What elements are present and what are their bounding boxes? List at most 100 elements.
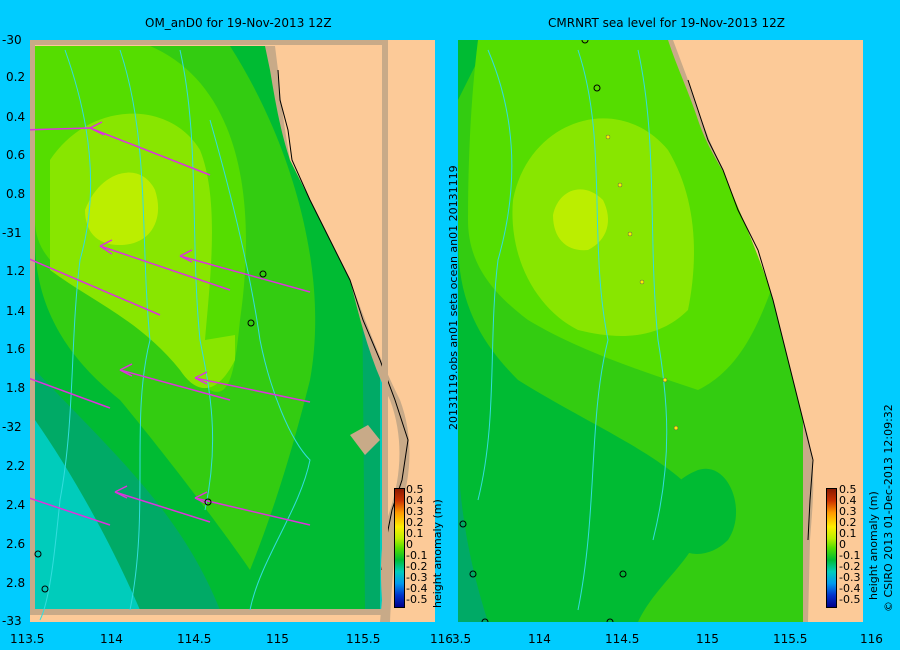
x-tick: 116: [430, 632, 453, 646]
coastline: [687, 79, 814, 541]
colorbar-tick: 0.3: [839, 505, 857, 518]
copyright-text: © CSIRO 2013 01-Dec-2013 12:09:32: [882, 404, 895, 612]
colorbar-tick: -0.3: [839, 571, 861, 584]
obs-point: [34, 550, 42, 558]
obs-point: [619, 570, 627, 578]
yellow-green-region: [50, 113, 235, 389]
obs-point: [605, 134, 611, 140]
y-tick: 2.4: [6, 498, 26, 512]
colorbar-tick: -0.1: [406, 549, 428, 562]
y-tick: 2.2: [6, 459, 26, 473]
obs-point: [606, 618, 614, 622]
colorbar-title: height anomaly (m): [867, 491, 880, 600]
right-panel-title: CMRNRT sea level for 19-Nov-2013 12Z: [548, 16, 785, 30]
obs-point: [481, 618, 489, 622]
colorbar-tick: 0.4: [406, 494, 424, 507]
y-tick: 0.4: [6, 110, 26, 124]
obs-point: [204, 498, 212, 506]
obs-point: [459, 520, 467, 528]
island-shelf: [350, 425, 380, 455]
depth-contour-1: [39, 49, 92, 621]
arrow-1: [30, 127, 91, 131]
grid-border: [30, 40, 388, 615]
obs-point: [247, 319, 255, 327]
land-region: [275, 46, 435, 622]
depth-contour-1: [477, 49, 513, 501]
colorbar-title: height anomaly (m): [431, 499, 444, 608]
depth-contour-2: [577, 49, 609, 611]
arrow-head-9: [114, 485, 128, 499]
left-colorbar: [394, 488, 405, 608]
colorbar-tick: -0.2: [406, 560, 428, 573]
x-tick: 114: [100, 632, 123, 646]
obs-point: [639, 279, 645, 285]
obs-yellow-points: [605, 134, 679, 431]
colorbar-tick: 0.2: [406, 516, 424, 529]
y-tick: -30: [2, 33, 22, 47]
y-tick: 1.8: [6, 381, 26, 395]
arrow-8: [30, 497, 111, 526]
y-tick: 1.2: [6, 264, 26, 278]
colorbar-tick: -0.2: [839, 560, 861, 573]
colorbar-tick: 0.1: [839, 527, 857, 540]
x-tick: 115: [696, 632, 719, 646]
obs-point: [617, 182, 623, 188]
x-tick: 114.5: [605, 632, 640, 646]
obs-point: [673, 425, 679, 431]
x-tick: 3.5: [452, 632, 472, 646]
obs-point: [469, 570, 477, 578]
arrow-head-6: [119, 363, 133, 377]
colorbar-tick: 0.2: [839, 516, 857, 529]
right-map-panel: [458, 40, 863, 622]
peak-region: [553, 189, 608, 251]
colorbar-tick: 0.4: [839, 494, 857, 507]
colorbar-tick: -0.4: [406, 582, 428, 595]
colorbar-tick: 0: [839, 538, 846, 551]
arrow-head-4: [179, 249, 193, 263]
y-tick: -31: [2, 226, 22, 240]
x-tick: 116: [860, 632, 883, 646]
arrow-10: [194, 497, 311, 526]
arrow-9: [114, 491, 211, 523]
arrow-7: [194, 377, 311, 403]
y-tick: 0.2: [6, 70, 26, 84]
x-tick: 115.5: [773, 632, 808, 646]
obs-point: [581, 40, 589, 44]
arrow-1b: [89, 127, 211, 176]
obs-point: [41, 585, 49, 593]
x-tick: 114.5: [177, 632, 212, 646]
x-tick: 113.5: [10, 632, 45, 646]
arrow-3: [99, 245, 231, 291]
colorbar-tick: 0.5: [839, 483, 857, 496]
y-tick: 1.4: [6, 304, 26, 318]
left-map-panel: [30, 40, 435, 622]
y-tick: -33: [2, 614, 22, 628]
y-tick: 0.6: [6, 148, 26, 162]
y-tick: 0.8: [6, 187, 26, 201]
obs-point: [627, 231, 633, 237]
obs-point: [259, 270, 267, 278]
arrow-5: [30, 377, 111, 409]
obs-points: [459, 40, 627, 622]
arrow-4: [179, 255, 311, 293]
x-tick: 114: [528, 632, 551, 646]
land-region: [673, 40, 863, 622]
colorbar-tick: -0.5: [839, 593, 861, 606]
y-tick: 1.6: [6, 342, 26, 356]
x-tick: 115: [266, 632, 289, 646]
colorbar-tick: -0.3: [406, 571, 428, 584]
y-tick: -32: [2, 420, 22, 434]
arrow-head-3: [99, 239, 113, 255]
depth-contour-3: [637, 49, 668, 541]
right-colorbar: [826, 488, 837, 608]
colorbar-tick: 0.1: [406, 527, 424, 540]
depth-contour-2: [119, 49, 151, 611]
obs-point: [662, 377, 668, 383]
depth-contour-3: [179, 49, 214, 511]
y-tick: 2.6: [6, 537, 26, 551]
colorbar-tick: -0.4: [839, 582, 861, 595]
left-map-svg: [30, 40, 435, 622]
colorbar-tick: -0.1: [839, 549, 861, 562]
velocity-arrows: [30, 121, 311, 526]
x-tick: 115.5: [346, 632, 381, 646]
